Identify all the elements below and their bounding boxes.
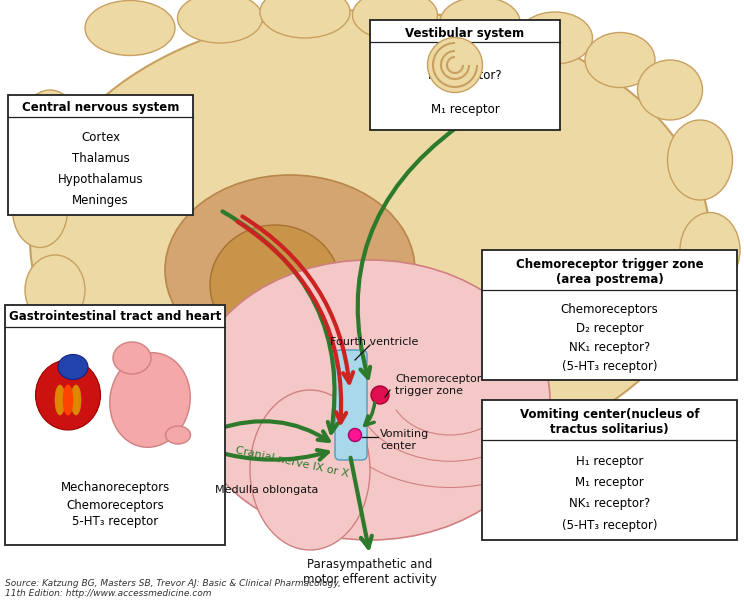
Ellipse shape [440, 0, 520, 47]
Text: Mechanoreceptors: Mechanoreceptors [60, 481, 170, 495]
Ellipse shape [353, 0, 437, 40]
Ellipse shape [371, 386, 389, 404]
Text: Central nervous system: Central nervous system [22, 101, 179, 115]
Text: Parasympathetic and
motor efferent activity: Parasympathetic and motor efferent activ… [303, 558, 437, 586]
Ellipse shape [348, 428, 362, 442]
Ellipse shape [260, 0, 350, 38]
Ellipse shape [13, 173, 68, 248]
Text: Source: Katzung BG, Masters SB, Trevor AJ: Basic & Clinical Pharmacology,
11th E: Source: Katzung BG, Masters SB, Trevor A… [5, 579, 341, 598]
Text: (5-HT₃ receptor): (5-HT₃ receptor) [562, 519, 657, 532]
Ellipse shape [25, 255, 85, 325]
Ellipse shape [55, 385, 65, 415]
Text: D₂ receptor: D₂ receptor [576, 321, 644, 335]
Text: Chemoreceptors: Chemoreceptors [561, 303, 658, 315]
Ellipse shape [250, 390, 370, 550]
Text: Chemoreceptor trigger zone
(area postrema): Chemoreceptor trigger zone (area postrem… [516, 258, 703, 286]
Text: Hypothalamus: Hypothalamus [58, 173, 144, 186]
Text: Cortex: Cortex [81, 131, 120, 145]
Bar [482, 400, 737, 540]
Ellipse shape [428, 37, 483, 93]
Ellipse shape [178, 0, 263, 43]
Ellipse shape [20, 90, 80, 170]
Text: Vomiting
center: Vomiting center [380, 429, 429, 451]
Ellipse shape [110, 353, 190, 447]
Text: Vestibular system: Vestibular system [405, 26, 525, 40]
Bar [5, 305, 225, 545]
Text: Gastrointestinal tract and heart: Gastrointestinal tract and heart [9, 309, 221, 323]
Text: (5-HT₃ receptor): (5-HT₃ receptor) [562, 360, 657, 373]
Ellipse shape [680, 212, 740, 287]
Ellipse shape [85, 1, 175, 56]
Text: NK₁ receptor?: NK₁ receptor? [569, 498, 650, 511]
Ellipse shape [165, 426, 190, 444]
Ellipse shape [585, 32, 655, 87]
Ellipse shape [518, 12, 592, 64]
Text: H₁ receptor: H₁ receptor [576, 455, 643, 468]
Ellipse shape [30, 10, 710, 470]
Text: M₁ receptor: M₁ receptor [575, 476, 644, 489]
Ellipse shape [71, 385, 81, 415]
Text: 5-HT₃ receptor: 5-HT₃ receptor [72, 515, 158, 528]
Text: Chemoreceptors: Chemoreceptors [66, 498, 164, 512]
Text: Vomiting center(nucleus of
tractus solitarius): Vomiting center(nucleus of tractus solit… [520, 408, 699, 436]
Ellipse shape [190, 260, 550, 540]
Ellipse shape [165, 175, 415, 365]
Text: Cranial nerve IX or X: Cranial nerve IX or X [235, 445, 350, 479]
Bar [370, 20, 560, 130]
Text: Chemoreceptor
trigger zone: Chemoreceptor trigger zone [395, 374, 481, 396]
Text: NK₁ receptor?: NK₁ receptor? [569, 341, 650, 354]
Text: Fourth ventricle: Fourth ventricle [330, 337, 418, 347]
Ellipse shape [36, 360, 100, 430]
Text: Meninges: Meninges [72, 194, 129, 207]
Text: Medulla oblongata: Medulla oblongata [215, 485, 318, 495]
Bar [482, 250, 737, 380]
Text: H₁ receptor?: H₁ receptor? [429, 69, 501, 82]
Text: Thalamus: Thalamus [71, 152, 129, 165]
Ellipse shape [210, 225, 340, 345]
Ellipse shape [667, 120, 733, 200]
Ellipse shape [113, 342, 151, 374]
Bar [8, 95, 193, 215]
Ellipse shape [63, 385, 73, 415]
Text: M₁ receptor: M₁ receptor [431, 102, 499, 116]
Ellipse shape [638, 60, 702, 120]
FancyBboxPatch shape [335, 350, 367, 460]
Ellipse shape [58, 354, 88, 379]
